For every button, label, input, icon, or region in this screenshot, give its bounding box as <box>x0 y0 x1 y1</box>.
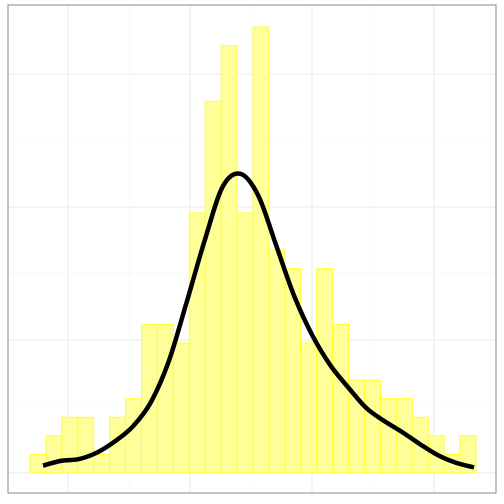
histogram-bar <box>268 249 286 474</box>
histogram-bar <box>220 45 238 474</box>
histogram-bar <box>316 268 334 474</box>
histogram-bar <box>61 416 79 474</box>
histogram-bar <box>236 212 254 474</box>
histogram-bar <box>156 323 174 474</box>
histogram-bar <box>252 26 270 474</box>
histogram-bar <box>125 398 142 474</box>
histogram-bar <box>332 323 350 474</box>
histogram-bar <box>45 435 63 474</box>
density-curve <box>42 171 475 470</box>
histogram-bar <box>93 453 111 474</box>
histogram-bar <box>284 268 302 474</box>
density-curve-group <box>42 171 475 470</box>
histogram-bar <box>77 416 95 474</box>
histogram-bar <box>204 100 222 474</box>
histogram-bar <box>379 398 397 474</box>
histogram-bar <box>364 379 381 474</box>
panel-border <box>7 4 497 494</box>
histogram-bar <box>172 342 190 474</box>
histogram-bar <box>300 342 318 474</box>
